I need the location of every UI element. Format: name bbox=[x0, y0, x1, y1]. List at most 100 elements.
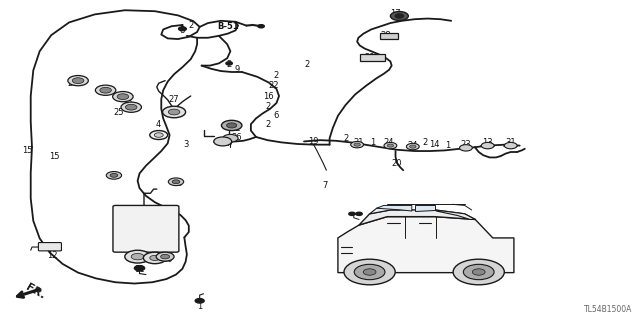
Text: 25: 25 bbox=[67, 79, 77, 88]
Circle shape bbox=[351, 141, 364, 148]
Text: 21: 21 bbox=[353, 138, 364, 147]
Circle shape bbox=[168, 178, 184, 186]
Circle shape bbox=[100, 87, 111, 93]
Circle shape bbox=[384, 142, 397, 149]
Text: 25: 25 bbox=[123, 98, 133, 107]
Text: 17: 17 bbox=[390, 9, 401, 18]
Text: 24: 24 bbox=[408, 141, 418, 150]
Circle shape bbox=[356, 212, 362, 215]
Text: 4: 4 bbox=[156, 120, 161, 129]
Text: 15: 15 bbox=[49, 152, 60, 161]
Circle shape bbox=[150, 255, 160, 260]
Text: 14: 14 bbox=[429, 140, 439, 148]
Text: 2: 2 bbox=[265, 102, 270, 111]
Text: 20: 20 bbox=[392, 159, 402, 168]
Text: 13: 13 bbox=[483, 138, 493, 147]
Circle shape bbox=[72, 78, 84, 84]
Polygon shape bbox=[376, 205, 412, 211]
Bar bbox=[360, 54, 385, 61]
Text: 27: 27 bbox=[169, 95, 179, 104]
Circle shape bbox=[125, 250, 150, 263]
Text: 19: 19 bbox=[308, 137, 319, 146]
Text: 22: 22 bbox=[269, 81, 279, 90]
Circle shape bbox=[117, 94, 129, 100]
Text: 31: 31 bbox=[506, 138, 516, 147]
Circle shape bbox=[134, 266, 145, 271]
Circle shape bbox=[106, 172, 122, 179]
Polygon shape bbox=[338, 217, 514, 273]
Circle shape bbox=[195, 299, 204, 303]
Circle shape bbox=[463, 264, 494, 280]
Text: B-51: B-51 bbox=[217, 22, 239, 31]
Text: 3: 3 bbox=[183, 140, 188, 148]
Bar bbox=[380, 33, 398, 39]
Circle shape bbox=[258, 25, 264, 28]
FancyBboxPatch shape bbox=[38, 243, 61, 251]
Circle shape bbox=[354, 143, 360, 146]
Circle shape bbox=[227, 123, 237, 128]
Circle shape bbox=[214, 137, 232, 146]
Text: 2: 2 bbox=[305, 60, 310, 68]
Text: 1: 1 bbox=[445, 141, 451, 150]
Text: 2: 2 bbox=[265, 120, 270, 129]
Circle shape bbox=[406, 143, 419, 150]
Circle shape bbox=[168, 109, 180, 115]
Text: 25: 25 bbox=[113, 108, 124, 116]
Text: 30: 30 bbox=[109, 172, 119, 181]
Text: 24: 24 bbox=[384, 138, 394, 147]
Text: 9: 9 bbox=[234, 65, 239, 74]
Circle shape bbox=[68, 76, 88, 86]
Circle shape bbox=[504, 142, 517, 149]
Text: 18: 18 bbox=[222, 138, 232, 147]
Text: 2: 2 bbox=[227, 60, 232, 68]
Text: 16: 16 bbox=[264, 92, 274, 100]
Circle shape bbox=[143, 252, 166, 264]
Circle shape bbox=[349, 212, 355, 215]
Polygon shape bbox=[359, 210, 476, 225]
Circle shape bbox=[156, 252, 174, 261]
Text: 2: 2 bbox=[188, 21, 193, 30]
Circle shape bbox=[344, 259, 396, 285]
Text: 2: 2 bbox=[422, 138, 428, 147]
Text: 28: 28 bbox=[380, 31, 390, 40]
Circle shape bbox=[121, 102, 141, 112]
Circle shape bbox=[364, 269, 376, 275]
Circle shape bbox=[179, 27, 186, 31]
Text: 10: 10 bbox=[163, 255, 173, 264]
Circle shape bbox=[150, 131, 168, 140]
Circle shape bbox=[221, 120, 242, 131]
Text: 2: 2 bbox=[343, 134, 348, 143]
Text: 7: 7 bbox=[323, 181, 328, 190]
FancyBboxPatch shape bbox=[113, 205, 179, 252]
Text: 26: 26 bbox=[232, 133, 242, 142]
Text: FR.: FR. bbox=[24, 282, 47, 301]
Circle shape bbox=[460, 145, 472, 151]
Text: 32: 32 bbox=[230, 124, 241, 132]
Circle shape bbox=[161, 254, 170, 259]
Text: 25: 25 bbox=[100, 88, 111, 97]
Circle shape bbox=[355, 264, 385, 280]
Circle shape bbox=[472, 269, 485, 275]
Text: 1: 1 bbox=[197, 302, 202, 311]
Circle shape bbox=[453, 259, 504, 285]
Text: TL54B1500A: TL54B1500A bbox=[584, 305, 632, 314]
Circle shape bbox=[223, 134, 238, 142]
Text: 1: 1 bbox=[370, 138, 375, 147]
Text: 15: 15 bbox=[22, 146, 32, 155]
Circle shape bbox=[226, 62, 232, 65]
Text: 2: 2 bbox=[274, 71, 279, 80]
Circle shape bbox=[163, 106, 186, 118]
Text: 29: 29 bbox=[365, 53, 375, 62]
Text: 6: 6 bbox=[274, 111, 279, 120]
Circle shape bbox=[110, 173, 118, 177]
Circle shape bbox=[395, 14, 404, 18]
Text: 12: 12 bbox=[47, 251, 58, 260]
Text: 23: 23 bbox=[461, 140, 471, 148]
Text: 30: 30 bbox=[173, 179, 183, 188]
Polygon shape bbox=[435, 210, 476, 220]
Circle shape bbox=[390, 12, 408, 20]
Circle shape bbox=[95, 85, 116, 95]
Circle shape bbox=[172, 180, 180, 184]
Text: 11: 11 bbox=[134, 265, 145, 274]
Circle shape bbox=[113, 92, 133, 102]
